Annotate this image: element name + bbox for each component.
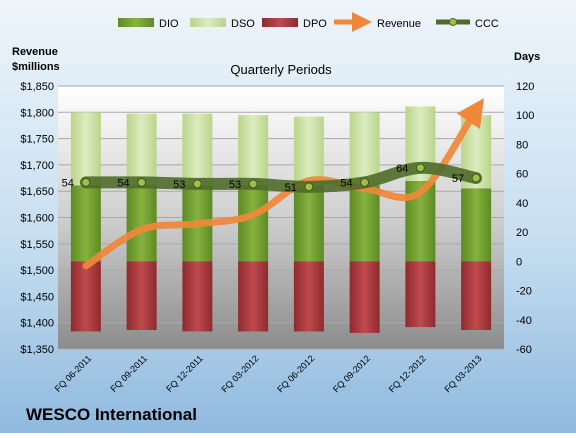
- legend: DIO DSO DPO Revenue CCC: [118, 12, 499, 32]
- ccc-point: [471, 173, 481, 183]
- bar-dio: [349, 185, 380, 262]
- right-tick-label: -60: [516, 344, 532, 356]
- legend-label-dio: DIO: [159, 18, 179, 30]
- company-name: WESCO International: [26, 405, 197, 424]
- bar-dso: [182, 113, 213, 186]
- bar-dso: [293, 116, 324, 186]
- bar-dio: [461, 188, 492, 262]
- legend-swatch-dso: [190, 18, 226, 27]
- ccc-data-label: 53: [229, 179, 241, 191]
- ccc-point: [415, 163, 425, 173]
- ccc-series: 54 54 53 53 51 54 64 57: [62, 161, 483, 194]
- ccc-point: [137, 177, 147, 187]
- right-axis-label: Days: [514, 51, 540, 63]
- legend-label-ccc: CCC: [475, 18, 499, 30]
- left-tick-label: $1,650: [20, 186, 54, 198]
- legend-swatch-dpo: [262, 18, 298, 27]
- bar-dso: [238, 115, 269, 186]
- right-tick-label: -20: [516, 286, 532, 298]
- ccc-data-label: 54: [62, 177, 74, 189]
- ccc-point: [81, 177, 91, 187]
- chart-subtitle: Quarterly Periods: [230, 62, 332, 77]
- ccc-point: [192, 179, 202, 189]
- legend-label-revenue: Revenue: [377, 18, 421, 30]
- ccc-data-label: 54: [117, 177, 129, 189]
- left-axis-label-line1: Revenue: [12, 46, 58, 58]
- bar-dpo: [405, 261, 436, 328]
- right-tick-label: 120: [516, 81, 534, 93]
- left-tick-label: $1,500: [20, 265, 54, 277]
- legend-marker-ccc: [449, 18, 457, 26]
- legend-label-dso: DSO: [231, 18, 255, 30]
- left-tick-label: $1,450: [20, 291, 54, 303]
- left-tick-label: $1,700: [20, 160, 54, 172]
- bar-dpo: [238, 261, 269, 332]
- left-tick-label: $1,800: [20, 107, 54, 119]
- right-tick-label: 60: [516, 169, 528, 181]
- left-tick-label: $1,600: [20, 213, 54, 225]
- left-tick-label: $1,400: [20, 318, 54, 330]
- right-tick-label: 80: [516, 139, 528, 151]
- left-tick-label: $1,750: [20, 134, 54, 146]
- bar-dpo: [293, 261, 324, 332]
- right-tick-label: 100: [516, 110, 534, 122]
- left-tick-label: $1,550: [20, 239, 54, 251]
- ccc-point: [304, 182, 314, 192]
- right-tick-label: -40: [516, 315, 532, 327]
- bar-dio: [238, 185, 269, 262]
- right-tick-label: 20: [516, 227, 528, 239]
- right-axis-ticks: -60 -40 -20 0 20 40 60 80 100 120: [516, 81, 534, 356]
- ccc-point: [248, 179, 258, 189]
- ccc-data-label: 57: [452, 173, 464, 185]
- right-tick-label: 0: [516, 256, 522, 268]
- left-tick-label: $1,850: [20, 81, 54, 93]
- bar-dpo: [349, 261, 380, 333]
- ccc-data-label: 64: [396, 163, 408, 175]
- left-axis-ticks: $1,350 $1,400 $1,450 $1,500 $1,550 $1,600 $1,6…: [20, 81, 54, 356]
- bar-dpo: [126, 261, 157, 331]
- bar-dso: [126, 113, 157, 186]
- bar-dso: [349, 112, 380, 186]
- bar-dio: [293, 185, 324, 262]
- right-tick-label: 40: [516, 198, 528, 210]
- ccc-line: [79, 161, 483, 193]
- legend-label-dpo: DPO: [303, 18, 327, 30]
- ccc-data-label: 53: [173, 179, 185, 191]
- bar-dpo: [461, 261, 492, 331]
- bar-dpo: [182, 261, 213, 332]
- left-axis-label-line2: $millions: [12, 61, 60, 73]
- ccc-data-label: 51: [285, 182, 297, 194]
- bar-dpo: [70, 261, 101, 332]
- bar-dso: [70, 112, 101, 186]
- left-tick-label: $1,350: [20, 344, 54, 356]
- legend-swatch-dio: [118, 18, 154, 27]
- bar-dio: [70, 185, 101, 262]
- ccc-data-label: 54: [340, 177, 352, 189]
- ccc-point: [360, 177, 370, 187]
